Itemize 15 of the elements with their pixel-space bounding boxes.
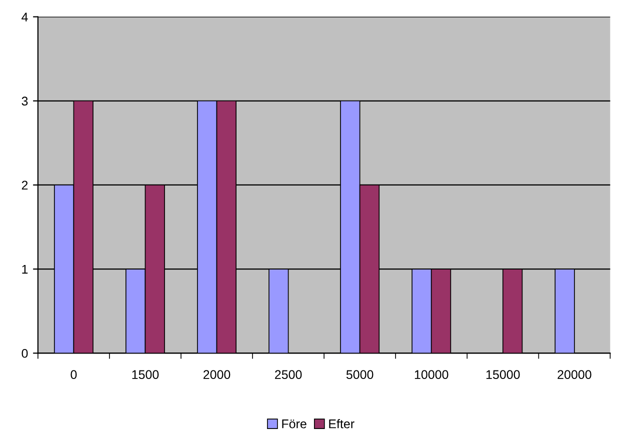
x-tick-label: 5000 (346, 370, 374, 380)
y-tick-label: 0 (22, 348, 28, 358)
y-tick-label: 2 (22, 180, 28, 190)
x-tick-label: 10000 (414, 370, 448, 380)
x-tick-label: 2000 (203, 370, 230, 380)
x-tick-label: 0 (70, 370, 77, 380)
x-tick-label: 15000 (486, 370, 520, 380)
y-tick-label: 1 (22, 264, 28, 274)
x-tick-label: 1500 (132, 370, 159, 380)
y-tick-label: 3 (22, 96, 28, 106)
x-tick-label: 20000 (558, 370, 592, 380)
y-tick-label: 4 (22, 12, 28, 22)
legend-label: Efter (329, 419, 354, 428)
x-tick-label: 2500 (275, 370, 302, 380)
legend-label: Före (282, 420, 306, 428)
